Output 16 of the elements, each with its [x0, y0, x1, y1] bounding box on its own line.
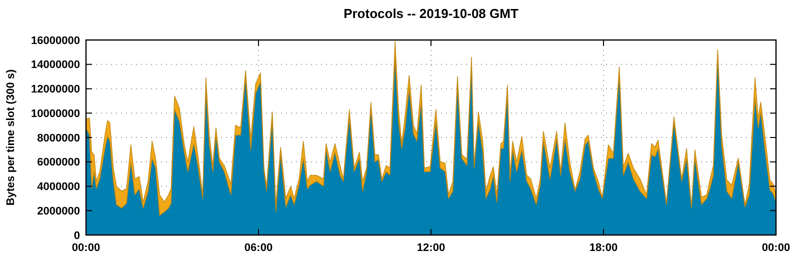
x-tick-label: 18:00: [589, 242, 618, 254]
y-tick-label: 12000000: [31, 84, 80, 96]
y-axis-title: Bytes per time slot (300 s): [5, 69, 17, 206]
y-tick-label: 6000000: [37, 156, 80, 169]
y-tick-label: 14000000: [31, 59, 80, 72]
y-tick-label: 16000000: [31, 34, 80, 47]
x-tick-label: 00:00: [72, 242, 100, 254]
x-tick-label: 00:00: [762, 242, 790, 254]
y-tick-label: 10000000: [31, 108, 80, 120]
y-tick-label: 8000000: [37, 132, 80, 144]
x-tick-label: 06:00: [244, 242, 273, 254]
x-tick-label: 12:00: [416, 242, 446, 254]
y-tick-label: 0: [74, 230, 80, 242]
chart-title: Protocols -- 2019-10-08 GMT: [344, 6, 518, 21]
y-tick-label: 2000000: [37, 205, 80, 218]
y-tick-label: 4000000: [37, 181, 80, 194]
